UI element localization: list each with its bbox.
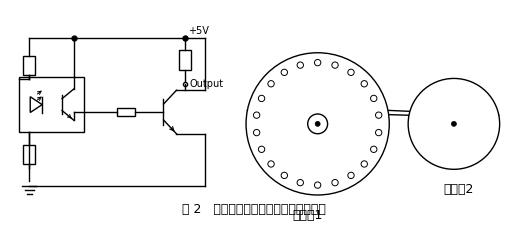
Text: 图 2   光电开关测速电路及皮带轮连接图: 图 2 光电开关测速电路及皮带轮连接图 <box>182 203 326 216</box>
Circle shape <box>376 112 382 118</box>
Text: +5V: +5V <box>188 26 209 36</box>
Circle shape <box>315 121 320 126</box>
Circle shape <box>348 69 354 76</box>
Circle shape <box>361 161 367 167</box>
Circle shape <box>246 53 389 195</box>
Circle shape <box>259 146 265 153</box>
Circle shape <box>371 95 377 102</box>
Circle shape <box>268 161 274 167</box>
Circle shape <box>315 182 321 188</box>
Circle shape <box>361 81 367 87</box>
Circle shape <box>297 180 303 186</box>
Circle shape <box>348 172 354 179</box>
Circle shape <box>408 79 500 169</box>
Text: 皮带轮2: 皮带轮2 <box>444 183 474 196</box>
Circle shape <box>376 129 382 136</box>
Circle shape <box>451 121 457 126</box>
Circle shape <box>315 59 321 66</box>
Bar <box>23 56 35 75</box>
Bar <box>19 77 84 132</box>
Circle shape <box>253 129 260 136</box>
Bar <box>23 145 35 164</box>
Bar <box>179 50 191 69</box>
Polygon shape <box>30 97 42 113</box>
Circle shape <box>332 62 338 68</box>
Circle shape <box>253 112 260 118</box>
Circle shape <box>268 81 274 87</box>
Circle shape <box>371 146 377 153</box>
Circle shape <box>259 95 265 102</box>
Text: Output: Output <box>189 79 223 89</box>
Circle shape <box>281 69 288 76</box>
Circle shape <box>332 180 338 186</box>
Circle shape <box>281 172 288 179</box>
Circle shape <box>308 114 328 134</box>
Text: 皮带轮1: 皮带轮1 <box>293 209 323 222</box>
Bar <box>117 108 135 116</box>
Circle shape <box>297 62 303 68</box>
